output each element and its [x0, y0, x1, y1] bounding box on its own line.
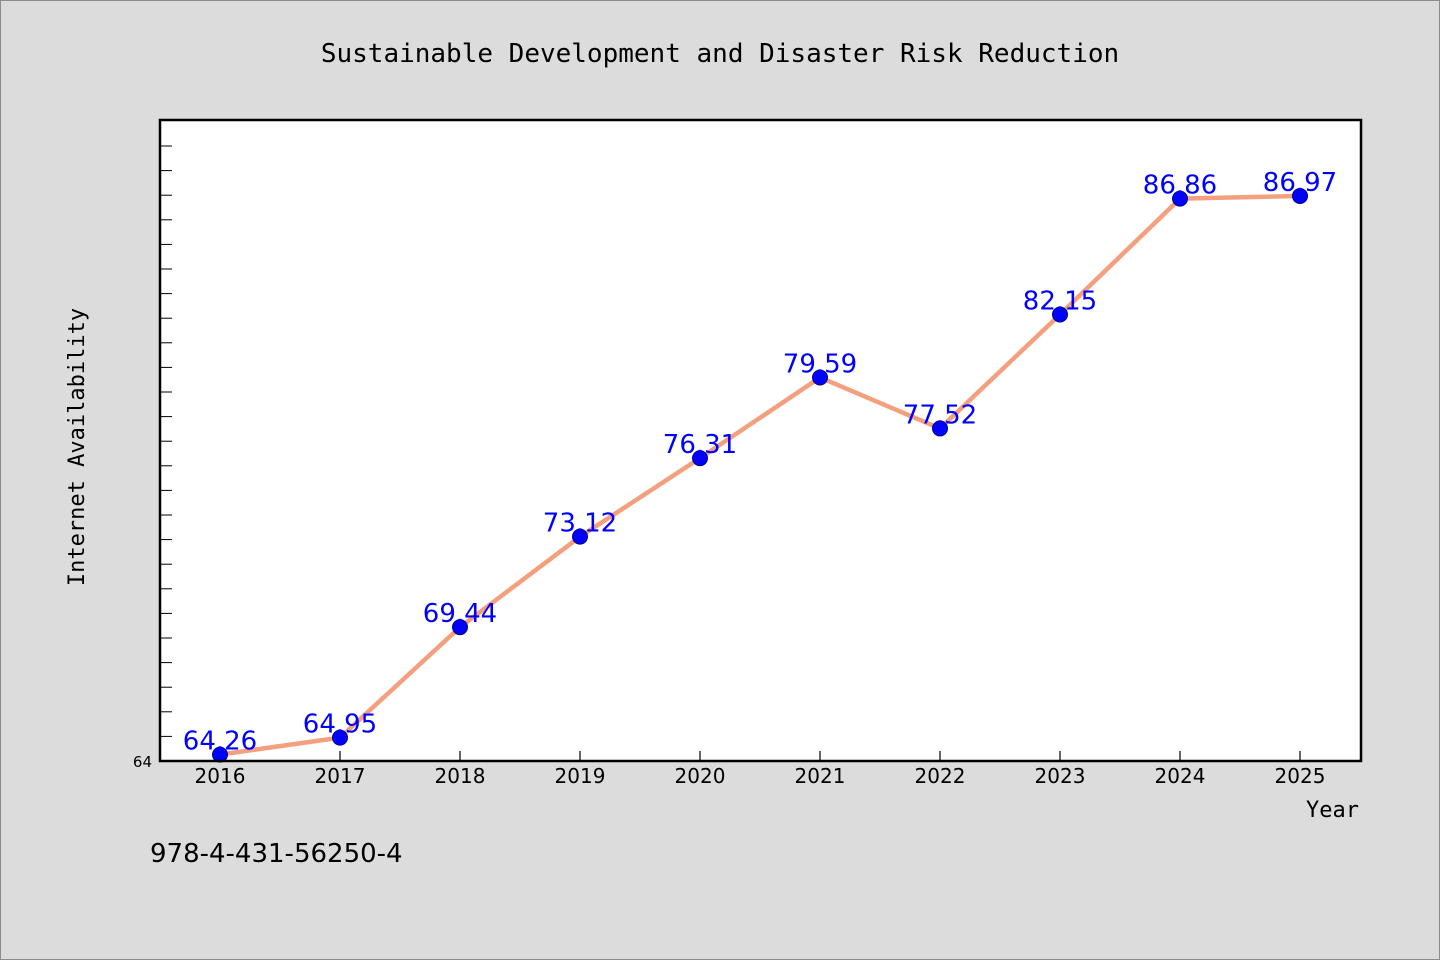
- data-label: 77.52: [903, 400, 977, 430]
- y-tick-label: 64: [133, 753, 152, 771]
- series-line: [217, 193, 1303, 757]
- x-tick-label: 2019: [555, 764, 606, 788]
- data-point: [332, 729, 348, 746]
- data-point: [812, 369, 828, 386]
- data-label: 73.12: [543, 509, 617, 539]
- x-tick-label: 2021: [795, 764, 846, 788]
- plot-border: [158, 118, 1363, 763]
- x-tick-label: 2025: [1275, 764, 1326, 788]
- y-axis-ticks: [160, 145, 172, 762]
- x-tick-label: 2018: [435, 764, 486, 788]
- x-tick-label: 2023: [1035, 764, 1086, 788]
- plot-area: [160, 120, 1361, 761]
- y-axis-label: Internet Availability: [65, 308, 90, 586]
- data-label: 64.26: [183, 727, 257, 757]
- x-tick-label: 2022: [915, 764, 966, 788]
- x-tick-labels: 2016 2017 2018 2019 2020 2021 2022 2023 2024 2025: [195, 764, 1326, 788]
- data-point: [452, 619, 468, 636]
- data-point: [692, 450, 708, 467]
- data-label: 79.59: [783, 349, 857, 379]
- data-labels: 64.26 64.95 69.44 73.12 76.31 79.59 77.52 82.15…: [183, 168, 1337, 757]
- data-label: 86.86: [1143, 171, 1217, 201]
- chart-title: Sustainable Development and Disaster Ris…: [321, 39, 1119, 69]
- data-label: 64.95: [303, 710, 377, 740]
- footer-text: 978-4-431-56250-4: [150, 839, 403, 869]
- data-point: [1172, 190, 1188, 207]
- data-point: [932, 420, 948, 437]
- data-label: 76.31: [663, 430, 737, 460]
- x-tick-label: 2017: [315, 764, 366, 788]
- data-point: [1292, 187, 1308, 204]
- x-tick-label: 2016: [195, 764, 246, 788]
- data-label: 86.97: [1263, 168, 1337, 198]
- x-axis-label: Year: [1306, 798, 1359, 823]
- series-markers: [212, 187, 1308, 763]
- x-tick-label: 2024: [1155, 764, 1206, 788]
- data-label: 82.15: [1023, 287, 1097, 317]
- x-tick-label: 2020: [675, 764, 726, 788]
- x-axis-ticks: [219, 751, 1301, 761]
- data-point: [1052, 306, 1068, 323]
- data-point: [572, 528, 588, 545]
- data-label: 69.44: [423, 599, 497, 629]
